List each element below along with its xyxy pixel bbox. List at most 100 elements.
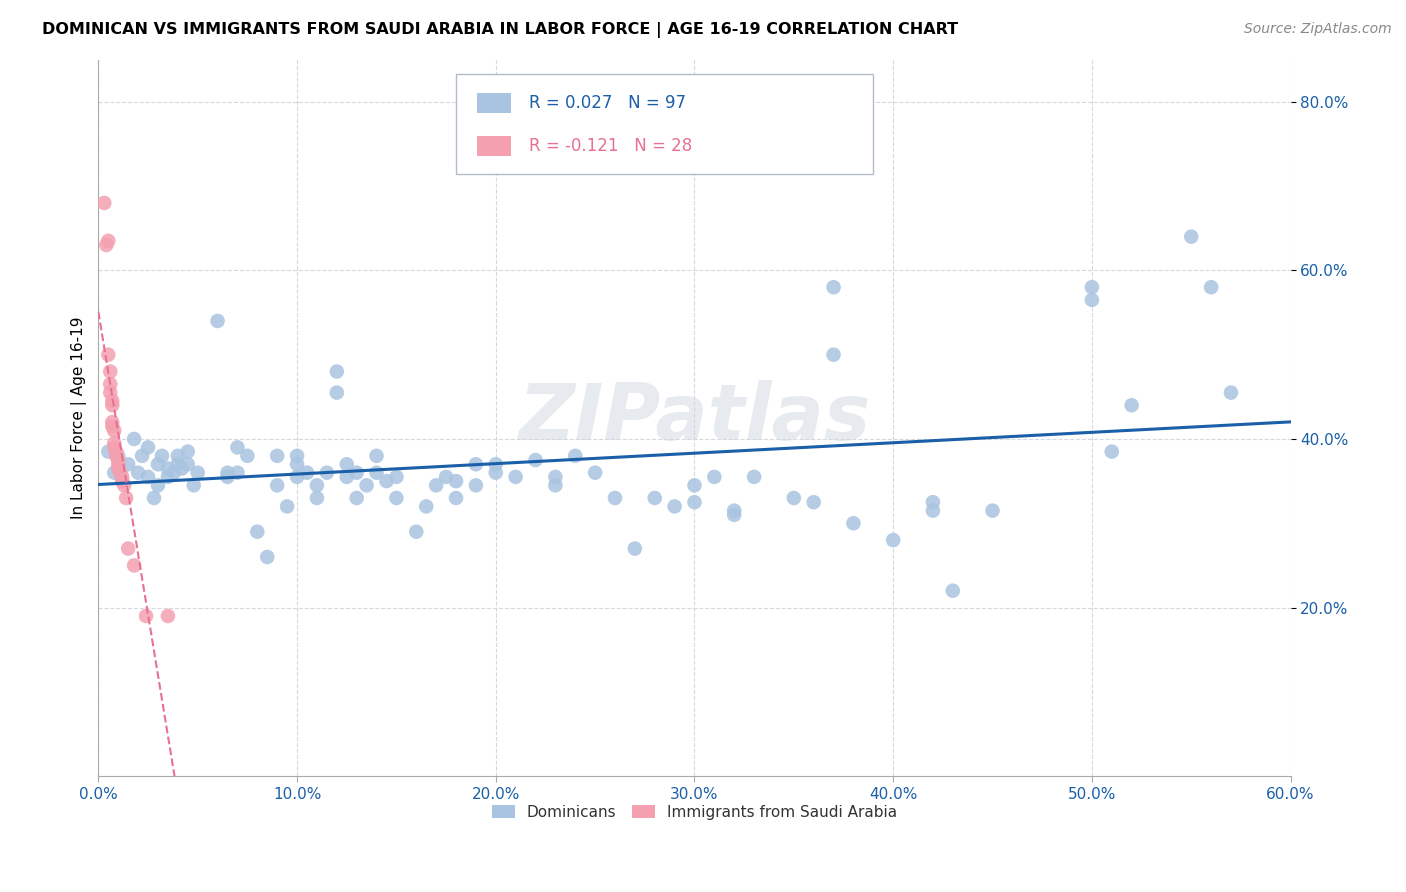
Point xyxy=(105,449,128,463)
Point xyxy=(305,491,328,505)
Point xyxy=(783,491,806,505)
Point xyxy=(1180,229,1202,244)
Point xyxy=(187,466,209,480)
Bar xyxy=(478,136,510,155)
Point xyxy=(664,500,686,514)
Point xyxy=(295,466,318,480)
Point xyxy=(101,415,124,429)
Point xyxy=(385,491,408,505)
Point xyxy=(236,449,259,463)
Point xyxy=(131,449,153,463)
Point xyxy=(266,478,288,492)
Point xyxy=(112,478,135,492)
Point xyxy=(583,466,606,480)
Point xyxy=(97,444,120,458)
Point xyxy=(207,314,229,328)
Point xyxy=(246,524,269,539)
Point xyxy=(146,457,169,471)
Point xyxy=(105,444,128,458)
Point xyxy=(1101,444,1123,458)
Point xyxy=(285,470,308,484)
Point xyxy=(366,449,388,463)
Point xyxy=(136,470,159,484)
Point xyxy=(981,503,1004,517)
Point xyxy=(285,457,308,471)
Point xyxy=(156,461,179,475)
Point xyxy=(146,478,169,492)
Point xyxy=(111,474,134,488)
Point xyxy=(111,474,134,488)
Point xyxy=(136,441,159,455)
Point xyxy=(683,495,706,509)
Point xyxy=(564,449,586,463)
Point xyxy=(107,461,129,475)
Point xyxy=(107,453,129,467)
Point xyxy=(425,478,447,492)
Point xyxy=(346,466,368,480)
Point xyxy=(183,478,205,492)
Point xyxy=(336,470,359,484)
Point xyxy=(326,385,349,400)
Point xyxy=(742,470,765,484)
Point xyxy=(922,503,945,517)
Point xyxy=(96,238,118,252)
Text: R = 0.027   N = 97: R = 0.027 N = 97 xyxy=(529,94,686,112)
Point xyxy=(226,441,249,455)
Point xyxy=(107,449,129,463)
Point xyxy=(276,500,298,514)
Point xyxy=(115,491,138,505)
Point xyxy=(375,474,398,488)
Point xyxy=(177,444,200,458)
Point xyxy=(166,457,188,471)
Text: Source: ZipAtlas.com: Source: ZipAtlas.com xyxy=(1244,22,1392,37)
Point xyxy=(101,394,124,409)
Point xyxy=(544,478,567,492)
Point xyxy=(336,457,359,471)
Point xyxy=(111,470,134,484)
Point xyxy=(1121,398,1143,412)
Point xyxy=(366,466,388,480)
Point xyxy=(108,466,131,480)
Point xyxy=(485,457,508,471)
Text: R = -0.121   N = 28: R = -0.121 N = 28 xyxy=(529,136,692,154)
Point xyxy=(415,500,437,514)
Point xyxy=(823,280,845,294)
Point xyxy=(1081,280,1104,294)
Point xyxy=(444,474,467,488)
Point xyxy=(101,398,124,412)
Point xyxy=(464,457,486,471)
Point xyxy=(98,385,121,400)
Bar xyxy=(456,74,873,174)
Point xyxy=(143,491,166,505)
Point xyxy=(326,365,349,379)
Point xyxy=(117,457,139,471)
Point xyxy=(1220,385,1243,400)
Point xyxy=(101,419,124,434)
Point xyxy=(285,449,308,463)
Point xyxy=(683,478,706,492)
Point xyxy=(942,583,965,598)
Point xyxy=(723,508,745,522)
Point xyxy=(98,377,121,392)
Point xyxy=(603,491,626,505)
Point xyxy=(103,436,125,450)
Point xyxy=(405,524,427,539)
Point xyxy=(256,549,278,564)
Point xyxy=(882,533,904,548)
Point xyxy=(226,466,249,480)
Point xyxy=(464,478,486,492)
Point xyxy=(127,466,149,480)
Point xyxy=(266,449,288,463)
Point xyxy=(434,470,457,484)
Point xyxy=(156,470,179,484)
Point xyxy=(117,541,139,556)
Point xyxy=(505,470,527,484)
Point xyxy=(98,365,121,379)
Point xyxy=(107,457,129,471)
Point xyxy=(135,609,157,624)
Point xyxy=(170,461,193,475)
Text: ZIPatlas: ZIPatlas xyxy=(519,380,870,456)
Point xyxy=(524,453,547,467)
Y-axis label: In Labor Force | Age 16-19: In Labor Force | Age 16-19 xyxy=(72,317,87,519)
Point xyxy=(723,503,745,517)
